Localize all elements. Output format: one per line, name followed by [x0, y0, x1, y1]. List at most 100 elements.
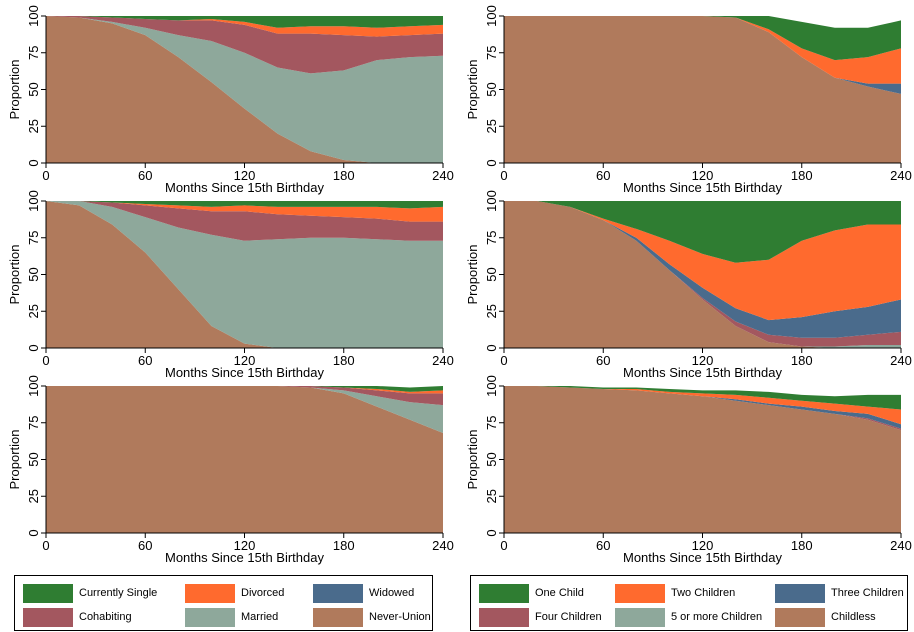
- x-tick-label: 0: [500, 168, 507, 183]
- x-tick-label: 240: [890, 353, 912, 368]
- area-two-children: [504, 386, 901, 425]
- x-tick-label: 180: [791, 538, 813, 553]
- legend-item: 5 or more Children: [615, 607, 762, 627]
- x-tick-label: 60: [138, 353, 152, 368]
- area-never-union: [46, 386, 443, 533]
- x-tick-label: 0: [500, 353, 507, 368]
- y-tick-label: 75: [26, 231, 41, 245]
- legend-label: Currently Single: [79, 587, 158, 599]
- legend-swatch: [23, 583, 73, 603]
- legend-item: Three Children: [775, 583, 904, 603]
- x-tick-label: 240: [890, 538, 912, 553]
- x-tick-label: 60: [138, 168, 152, 183]
- legend-label: Divorced: [241, 587, 285, 599]
- y-tick-label: 100: [484, 375, 499, 397]
- legend-item: Divorced: [185, 583, 284, 603]
- legend-swatch: [479, 583, 529, 603]
- legend-label: Cohabiting: [79, 611, 132, 623]
- x-tick-label: 180: [791, 168, 813, 183]
- x-tick-label: 180: [333, 538, 355, 553]
- legend-item: Married: [185, 607, 278, 627]
- area-married: [46, 16, 443, 163]
- y-tick-label: 25: [26, 304, 41, 318]
- y-tick-label: 75: [26, 46, 41, 60]
- area-currently-single: [46, 386, 443, 392]
- x-tick-label: 180: [333, 168, 355, 183]
- area-never-union: [46, 201, 443, 348]
- legend-swatch: [775, 583, 825, 603]
- y-tick-label: 75: [484, 46, 499, 60]
- y-axis-title: Proportion: [465, 430, 480, 490]
- legend-swatch: [615, 583, 665, 603]
- legend-item: Currently Single: [23, 583, 157, 603]
- x-tick-label: 180: [333, 353, 355, 368]
- x-tick-label: 120: [692, 353, 714, 368]
- area-three-children: [504, 201, 901, 338]
- y-tick-label: 0: [26, 529, 41, 536]
- y-tick-label: 25: [484, 489, 499, 503]
- legend-item: Two Children: [615, 583, 735, 603]
- legend-label: One Child: [535, 587, 584, 599]
- legend-label: Four Children: [535, 611, 602, 623]
- y-tick-label: 75: [484, 416, 499, 430]
- chart-panel-1: 0 25 50 75 100 0 60 120 180 240 Months Since 15th …: [7, 5, 454, 195]
- legend-swatch: [313, 583, 363, 603]
- x-tick-label: 120: [692, 168, 714, 183]
- area-childless: [504, 201, 901, 348]
- legend-label: Married: [241, 611, 279, 623]
- legend-item: Never-Union: [313, 607, 431, 627]
- x-tick-label: 60: [596, 353, 610, 368]
- legend-label: Widowed: [369, 587, 415, 599]
- legend-union: Currently Single Divorced Widowed Cohabitin…: [14, 575, 433, 631]
- y-tick-label: 75: [26, 416, 41, 430]
- y-tick-label: 50: [26, 82, 41, 96]
- y-axis-title: Proportion: [7, 430, 22, 490]
- area-never-union: [46, 16, 443, 163]
- x-tick-label: 120: [234, 168, 256, 183]
- y-tick-label: 100: [26, 5, 41, 27]
- x-tick-label: 240: [890, 168, 912, 183]
- legend-label: Three Children: [831, 587, 904, 599]
- chart-panel-4: 0 25 50 75 100 0 60 120 180 240 Months Since 15th …: [465, 190, 912, 380]
- area-two-children: [504, 16, 901, 84]
- x-tick-label: 240: [432, 538, 454, 553]
- legend-label: Never-Union: [369, 611, 431, 623]
- y-tick-label: 0: [484, 159, 499, 166]
- x-tick-label: 240: [432, 353, 454, 368]
- y-tick-label: 0: [26, 159, 41, 166]
- area-divorced: [46, 201, 443, 222]
- x-tick-label: 60: [596, 168, 610, 183]
- y-tick-label: 100: [484, 190, 499, 212]
- legend-item: Four Children: [479, 607, 602, 627]
- y-tick-label: 100: [26, 190, 41, 212]
- area-childless: [504, 16, 901, 163]
- legend-swatch: [23, 607, 73, 627]
- x-tick-label: 0: [42, 353, 49, 368]
- area-one-child: [504, 201, 901, 263]
- legend-item: Childless: [775, 607, 876, 627]
- y-axis-title: Proportion: [7, 245, 22, 305]
- x-axis-title: Months Since 15th Birthday: [623, 180, 782, 195]
- legend-label: Two Children: [671, 587, 736, 599]
- y-tick-label: 50: [484, 452, 499, 466]
- x-tick-label: 0: [500, 538, 507, 553]
- area-cohabiting: [46, 201, 443, 241]
- area-two-children: [504, 201, 901, 321]
- x-tick-label: 180: [791, 353, 813, 368]
- y-tick-label: 0: [26, 344, 41, 351]
- y-tick-label: 0: [484, 344, 499, 351]
- legend-swatch: [185, 583, 235, 603]
- chart-panel-3: 0 25 50 75 100 0 60 120 180 240 Months Since 15th …: [7, 190, 454, 380]
- legend-label: 5 or more Children: [671, 611, 763, 623]
- y-axis-title: Proportion: [465, 245, 480, 305]
- legend-swatch: [775, 607, 825, 627]
- x-axis-title: Months Since 15th Birthday: [165, 180, 324, 195]
- legend-swatch: [479, 607, 529, 627]
- y-tick-label: 100: [26, 375, 41, 397]
- x-tick-label: 120: [692, 538, 714, 553]
- y-tick-label: 50: [484, 82, 499, 96]
- area-currently-single: [46, 16, 443, 28]
- legend-item: One Child: [479, 583, 584, 603]
- x-tick-label: 0: [42, 168, 49, 183]
